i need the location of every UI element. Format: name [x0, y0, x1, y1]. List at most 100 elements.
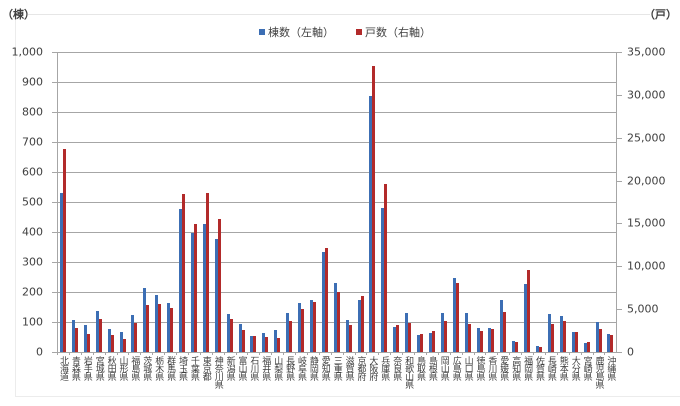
x-tick-mark: [425, 352, 427, 355]
x-tick-label: 佐賀県: [534, 356, 544, 380]
bar-units: [63, 148, 66, 352]
bar-buildings: [226, 313, 230, 352]
x-tick-mark: [235, 352, 237, 355]
right-tick-label: 10,000: [627, 259, 666, 273]
bar-buildings: [143, 288, 147, 352]
chart-frame-bottom: [15, 396, 680, 397]
x-tick-label: 青森県: [69, 356, 80, 380]
x-tick-mark: [437, 352, 439, 355]
bar-units: [86, 334, 90, 352]
x-tick-label: 福井県: [260, 356, 271, 380]
x-tick-label: 秋田県: [105, 356, 116, 380]
x-tick-mark: [414, 352, 416, 355]
gridline: [57, 202, 617, 203]
left-tick-label: 600: [22, 165, 43, 179]
bar-units: [277, 338, 281, 352]
x-tick-mark: [556, 352, 558, 355]
left-tick-label: 300: [22, 255, 43, 269]
x-tick-label: 京都府: [355, 356, 366, 380]
x-tick-mark: [199, 352, 201, 355]
x-tick-label: 長野県: [284, 356, 295, 380]
x-axis-line: [57, 352, 617, 353]
right-tick-mark: [617, 309, 622, 311]
x-tick-mark: [152, 352, 154, 355]
left-tick-mark: [52, 202, 57, 203]
x-tick-mark: [283, 352, 285, 355]
bar-units: [384, 184, 388, 352]
x-tick-mark: [354, 352, 356, 355]
bar-units: [562, 320, 566, 352]
x-tick-label: 熊本県: [557, 356, 568, 380]
bar-buildings: [559, 316, 563, 352]
bar-units: [74, 328, 78, 352]
right-tick-label: 5,000: [627, 302, 659, 316]
x-tick-label: 岩手県: [81, 356, 92, 380]
left-tick-mark: [52, 82, 57, 83]
x-tick-mark: [402, 352, 404, 355]
bar-buildings: [119, 331, 123, 352]
bar-buildings: [155, 295, 159, 352]
x-tick-mark: [187, 352, 189, 355]
x-tick-mark: [295, 352, 297, 355]
bar-buildings: [440, 313, 444, 352]
x-tick-label: 東京都: [200, 356, 211, 380]
x-tick-mark: [449, 352, 451, 355]
bar-buildings: [357, 300, 361, 352]
bar-units: [336, 292, 340, 352]
bar-buildings: [298, 303, 301, 352]
bar-units: [289, 320, 293, 352]
bar-buildings: [417, 334, 420, 352]
x-tick-label: 静岡県: [307, 356, 318, 380]
bar-units: [455, 283, 459, 352]
bar-units: [158, 304, 162, 352]
bar-units: [586, 341, 590, 352]
x-tick-label: 大分県: [569, 356, 580, 380]
bar-units: [360, 296, 364, 352]
bar-buildings: [488, 328, 492, 352]
x-tick-mark: [461, 352, 463, 355]
bar-units: [420, 334, 423, 352]
left-tick-label: 400: [22, 225, 43, 239]
x-tick-mark: [92, 352, 94, 355]
bar-buildings: [595, 322, 599, 352]
right-tick-label: 15,000: [627, 216, 666, 230]
bar-buildings: [464, 313, 468, 352]
x-tick-label: 山口県: [462, 356, 473, 380]
legend-item-buildings: 棟数（左軸）: [259, 24, 334, 40]
x-tick-label: 愛知県: [319, 356, 330, 380]
bar-buildings: [95, 310, 99, 352]
bar-buildings: [107, 328, 111, 352]
x-tick-label: 滋賀県: [343, 356, 354, 380]
x-tick-mark: [485, 352, 487, 355]
left-tick-label: 700: [22, 135, 43, 149]
x-tick-label: 岡山県: [438, 356, 449, 380]
right-tick-mark: [617, 94, 622, 96]
x-tick-mark: [223, 352, 225, 355]
bar-units: [372, 65, 376, 352]
x-tick-mark: [80, 352, 82, 355]
bar-units: [479, 331, 483, 352]
x-tick-label: 鳥取県: [415, 356, 425, 380]
bar-buildings: [262, 333, 266, 352]
x-tick-label: 愛媛県: [498, 356, 509, 380]
right-tick-mark: [617, 352, 622, 353]
x-tick-mark: [366, 352, 368, 355]
left-axis-unit: （棟）: [2, 8, 35, 21]
right-tick-label: 30,000: [627, 88, 666, 102]
bar-units: [182, 194, 185, 352]
x-tick-mark: [176, 352, 178, 355]
bar-buildings: [476, 328, 480, 352]
x-tick-label: 広島県: [450, 356, 461, 380]
left-tick-mark: [52, 232, 57, 233]
x-tick-label: 福島県: [129, 356, 140, 380]
x-tick-label: 北海道: [58, 356, 68, 380]
x-tick-label: 兵庫県: [379, 356, 390, 380]
bar-buildings: [393, 327, 397, 352]
x-tick-label: 和歌山県: [403, 356, 414, 388]
left-tick-mark: [52, 172, 57, 173]
x-tick-label: 鹿児島県: [593, 356, 604, 388]
bar-units: [408, 323, 412, 352]
x-tick-label: 岐阜県: [296, 356, 306, 380]
x-tick-label: 長崎県: [545, 356, 556, 380]
bar-buildings: [309, 300, 313, 352]
